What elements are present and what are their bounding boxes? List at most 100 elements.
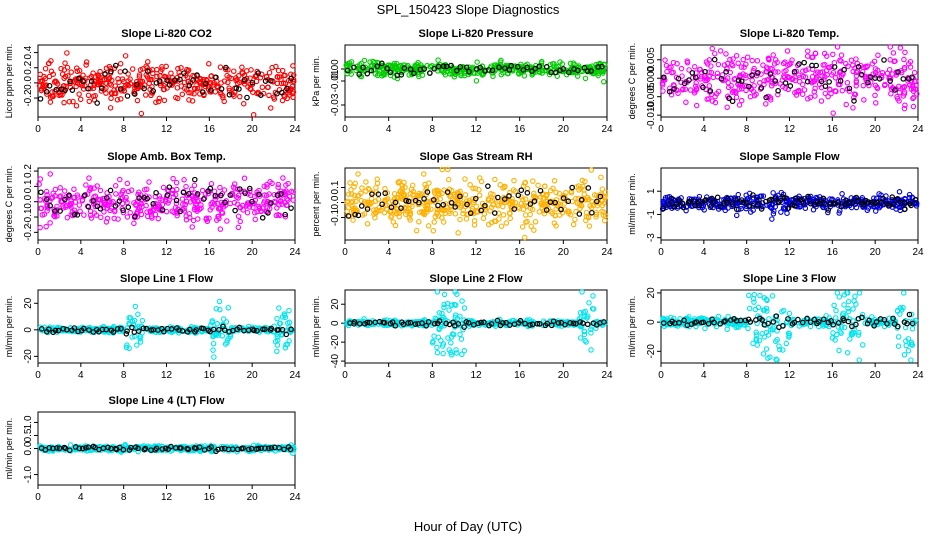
x-tick-label: 0 — [35, 370, 41, 381]
data-point — [170, 194, 177, 200]
reference-point — [177, 208, 183, 215]
data-point — [37, 224, 43, 231]
data-point — [121, 78, 127, 85]
data-point — [538, 58, 545, 65]
reference-point — [491, 210, 498, 216]
data-point — [516, 71, 522, 77]
data-point — [53, 79, 60, 85]
data-point — [235, 195, 241, 201]
data-point — [71, 194, 78, 201]
y-tick-label: -0.2 — [23, 223, 34, 241]
reference-point — [268, 200, 274, 206]
data-point — [802, 205, 809, 212]
data-points — [36, 50, 297, 118]
data-point — [736, 102, 743, 108]
data-point — [471, 217, 478, 224]
data-point — [169, 208, 176, 214]
data-point — [743, 61, 749, 68]
data-point — [897, 45, 904, 51]
reference-point — [81, 192, 88, 199]
data-point — [42, 65, 49, 72]
data-point — [914, 91, 920, 97]
y-tick-label: -0.1 — [23, 208, 34, 226]
data-point — [691, 64, 698, 70]
reference-point — [407, 66, 414, 72]
data-point — [154, 73, 160, 80]
data-point — [833, 307, 839, 314]
data-point — [144, 186, 150, 193]
data-point — [577, 335, 584, 341]
data-point — [217, 205, 224, 211]
reference-point — [66, 192, 72, 198]
data-point — [909, 326, 916, 332]
data-point — [850, 306, 856, 312]
reference-point — [466, 68, 472, 75]
data-point — [910, 103, 917, 110]
data-point — [150, 70, 156, 77]
data-point — [138, 110, 145, 117]
data-point — [850, 68, 856, 75]
data-point — [912, 86, 919, 92]
y-tick-label: 20 — [23, 297, 34, 309]
data-point — [850, 105, 856, 111]
data-point — [467, 181, 473, 188]
data-point — [770, 52, 776, 58]
data-point — [366, 186, 372, 193]
data-point — [211, 188, 218, 195]
reference-point — [531, 198, 538, 205]
data-point — [684, 59, 691, 66]
data-point — [434, 344, 440, 351]
data-point — [903, 342, 909, 349]
x-tick-label: 20 — [247, 247, 259, 258]
reference-point — [398, 71, 405, 78]
data-point — [509, 196, 515, 202]
data-point — [257, 74, 264, 81]
data-point — [273, 212, 280, 219]
data-point — [189, 98, 196, 104]
data-point — [886, 75, 892, 82]
data-point — [908, 357, 914, 363]
reference-point — [392, 199, 399, 206]
reference-point — [262, 78, 269, 84]
data-point — [512, 199, 519, 206]
data-point — [712, 50, 718, 57]
reference-point — [201, 196, 207, 202]
reference-point — [524, 190, 531, 196]
reference-point — [416, 199, 422, 206]
panel-title: Slope Gas Stream RH — [419, 151, 532, 163]
reference-point — [520, 67, 527, 73]
data-point — [191, 91, 197, 97]
reference-point — [881, 57, 887, 63]
data-point — [538, 201, 544, 207]
data-point — [422, 181, 428, 188]
data-point — [101, 209, 107, 215]
data-point — [153, 200, 159, 207]
reference-point — [755, 69, 761, 76]
data-point — [735, 60, 741, 67]
reference-point — [763, 94, 769, 101]
reference-point — [125, 204, 132, 210]
data-point — [117, 176, 123, 183]
data-point — [760, 351, 767, 357]
reference-point — [85, 204, 92, 210]
x-tick-label: 20 — [558, 124, 570, 135]
data-point — [775, 69, 781, 75]
data-point — [447, 193, 453, 200]
reference-point — [729, 98, 736, 105]
data-point — [402, 184, 408, 191]
reference-point — [46, 82, 53, 89]
data-point — [782, 85, 789, 91]
data-point — [153, 99, 159, 106]
x-tick-label: 16 — [204, 124, 216, 135]
data-point — [491, 218, 498, 224]
data-point — [76, 202, 83, 208]
x-axis: 0 4 8 12 16 20 24 — [35, 363, 301, 381]
data-point — [810, 54, 816, 60]
data-point — [881, 82, 888, 89]
data-point — [149, 66, 156, 73]
x-tick-label: 12 — [784, 247, 796, 258]
data-point — [225, 79, 231, 86]
data-point — [103, 219, 110, 225]
data-point — [39, 212, 46, 218]
data-point — [54, 213, 60, 219]
